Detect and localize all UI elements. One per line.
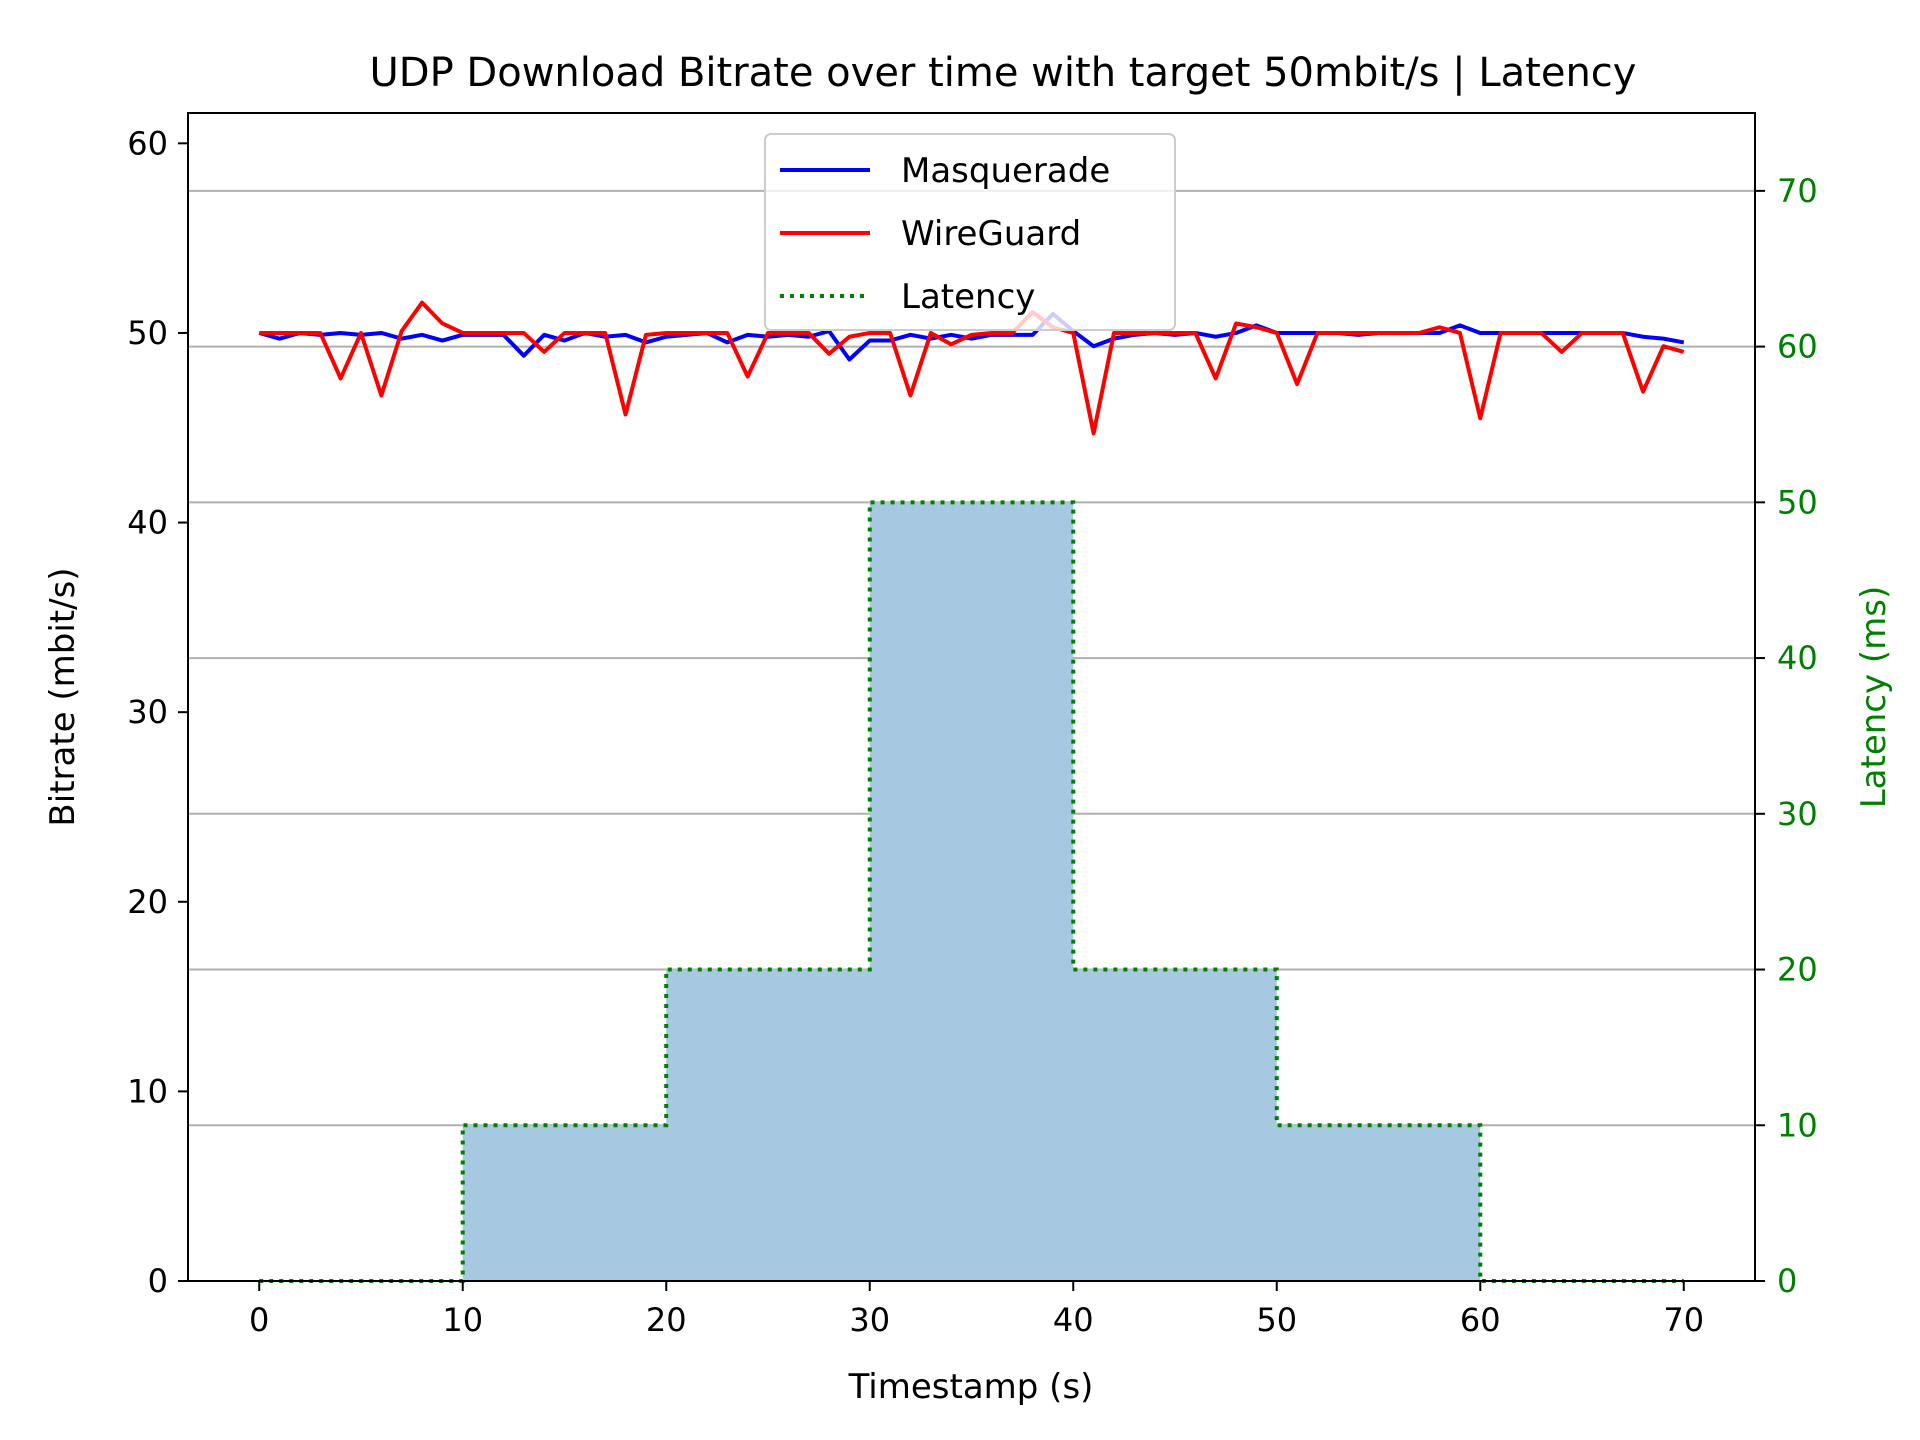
legend: Masquerade WireGuard Latency [764, 133, 1176, 331]
x-tick-label: 10 [442, 1301, 483, 1339]
y2-tick-label: 20 [1777, 951, 1818, 989]
x-tick-label: 60 [1460, 1301, 1501, 1339]
y2-tick-label: 50 [1777, 483, 1818, 521]
y2-tick-label: 0 [1777, 1262, 1797, 1300]
series-line-wireguard [259, 300, 1685, 436]
bitrate-series [258, 300, 1685, 436]
x-tick-label: 20 [646, 1301, 687, 1339]
y2-axis-label: Latency (ms) [1854, 586, 1894, 809]
x-tick-label: 0 [249, 1301, 269, 1339]
latency-line [259, 500, 1684, 1283]
y2-tick-label: 70 [1777, 172, 1818, 210]
y2-tick-label: 40 [1777, 639, 1818, 677]
x-tick-label: 70 [1663, 1301, 1704, 1339]
x-tick-label: 30 [849, 1301, 890, 1339]
legend-label-wireguard: WireGuard [901, 214, 1081, 254]
latency-series [259, 500, 1684, 1283]
chart-title: UDP Download Bitrate over time with targ… [370, 50, 1637, 96]
y-axis-right: 0 10 20 30 40 50 60 70 [1755, 172, 1818, 1300]
y-tick-label: 50 [127, 314, 168, 352]
x-tick-label: 50 [1256, 1301, 1297, 1339]
y2-tick-label: 10 [1777, 1106, 1818, 1144]
y-tick-label: 0 [148, 1262, 168, 1300]
y2-tick-label: 30 [1777, 795, 1818, 833]
y-axis-label: Bitrate (mbit/s) [43, 567, 83, 826]
y-tick-label: 40 [127, 504, 168, 542]
y-tick-label: 30 [127, 693, 168, 731]
y2-tick-label: 60 [1777, 328, 1818, 366]
y-axis-left: 0 10 20 30 40 50 60 [127, 124, 188, 1300]
x-tick-label: 40 [1053, 1301, 1094, 1339]
latency-fill-area [259, 502, 1684, 1281]
legend-label-masquerade: Masquerade [901, 151, 1110, 191]
y-tick-label: 20 [127, 883, 168, 921]
legend-frame [764, 133, 1176, 331]
y-tick-label: 10 [127, 1072, 168, 1110]
y-tick-label: 60 [127, 124, 168, 162]
legend-label-latency: Latency [901, 277, 1035, 317]
plot-frame [187, 112, 1756, 1282]
x-axis: 0 10 20 30 40 50 60 70 [249, 1281, 1704, 1339]
x-axis-label: Timestamp (s) [848, 1367, 1094, 1407]
